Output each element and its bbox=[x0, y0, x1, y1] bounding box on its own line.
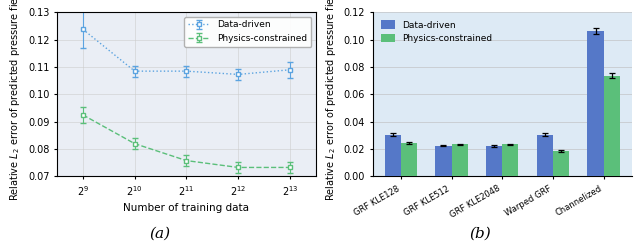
Bar bbox=[537, 135, 553, 176]
Bar bbox=[435, 146, 452, 176]
Bar bbox=[604, 76, 620, 176]
Bar bbox=[502, 144, 518, 176]
Bar bbox=[452, 144, 468, 176]
Legend: Data-driven, Physics-constrained: Data-driven, Physics-constrained bbox=[184, 17, 311, 47]
Bar bbox=[486, 146, 502, 176]
Text: (a): (a) bbox=[149, 226, 171, 241]
Bar bbox=[401, 143, 417, 176]
Bar bbox=[385, 135, 401, 176]
Text: (b): (b) bbox=[469, 226, 491, 241]
Legend: Data-driven, Physics-constrained: Data-driven, Physics-constrained bbox=[378, 17, 495, 47]
Bar bbox=[553, 151, 569, 176]
Bar bbox=[588, 31, 604, 176]
X-axis label: Number of training data: Number of training data bbox=[124, 203, 250, 213]
Y-axis label: Relative $L_2$ error of predicted pressure field: Relative $L_2$ error of predicted pressu… bbox=[324, 0, 338, 201]
Y-axis label: Relative $L_2$ error of predicted pressure field: Relative $L_2$ error of predicted pressu… bbox=[8, 0, 22, 201]
